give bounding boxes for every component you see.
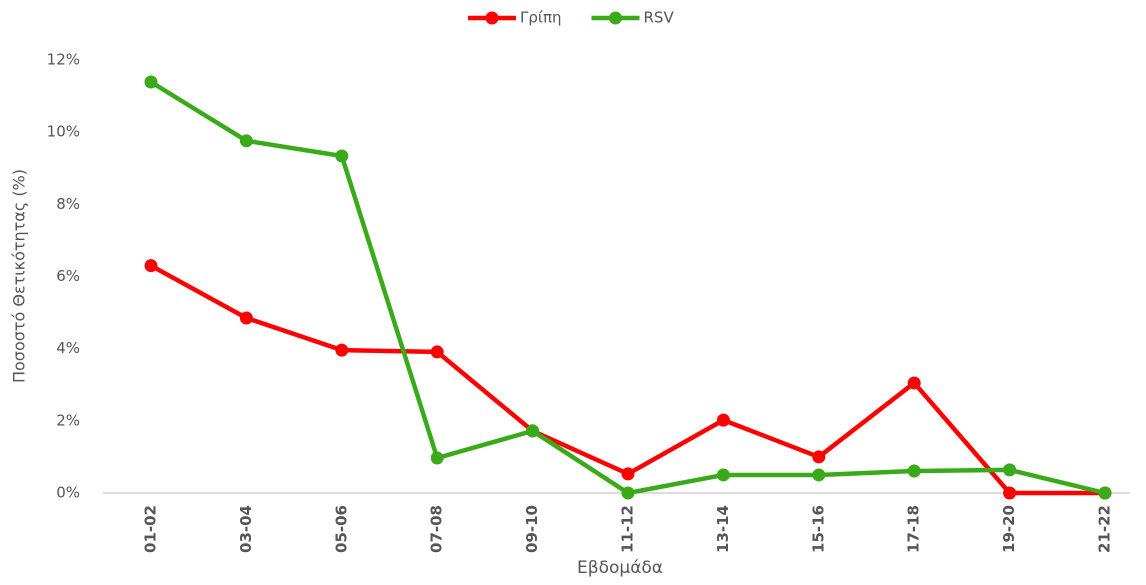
series-line <box>149 80 1106 496</box>
data-point <box>812 450 826 464</box>
y-axis-title: Ποσοστό Θετικότητας (%) <box>10 169 29 383</box>
y-tick-label: 12% <box>47 51 80 69</box>
data-point <box>1098 486 1112 500</box>
x-tick-label: 03-04 <box>237 505 255 553</box>
x-tick-label: 15-16 <box>809 505 827 553</box>
legend-label: RSV <box>644 9 675 27</box>
data-point <box>144 75 158 89</box>
x-axis-title: Εβδομάδα <box>577 558 663 578</box>
data-point <box>621 486 635 500</box>
y-tick-label: 2% <box>56 411 80 429</box>
y-tick-label: 10% <box>47 123 80 141</box>
data-point <box>621 467 635 481</box>
data-point <box>144 259 158 273</box>
data-point <box>1003 463 1017 477</box>
x-tick-label: 19-20 <box>1000 505 1018 553</box>
y-tick-label: 0% <box>56 484 80 502</box>
data-point <box>335 149 349 163</box>
x-tick-label: 01-02 <box>142 505 160 553</box>
data-point <box>812 468 826 482</box>
x-tick-label: 05-06 <box>332 505 350 553</box>
y-tick-label: 6% <box>56 267 80 285</box>
y-tick-label: 4% <box>56 339 80 357</box>
x-tick-label: 07-08 <box>428 505 446 553</box>
x-tick-label: 09-10 <box>523 505 541 553</box>
data-point <box>430 345 444 359</box>
x-tick-label: 17-18 <box>905 505 923 553</box>
data-point <box>335 343 349 357</box>
data-point <box>907 464 921 478</box>
data-point <box>526 424 540 438</box>
data-point <box>1003 486 1017 500</box>
data-point <box>907 376 921 390</box>
data-point <box>239 311 253 325</box>
x-tick-label: 13-14 <box>714 505 732 553</box>
legend-label: Γρίπη <box>520 9 562 27</box>
legend-marker <box>609 11 622 25</box>
y-tick-label: 8% <box>56 195 80 213</box>
x-tick-label: 11-12 <box>619 505 637 553</box>
data-point <box>239 134 253 148</box>
x-tick-label: 21-22 <box>1096 505 1114 553</box>
legend-marker <box>485 11 499 25</box>
data-point <box>430 451 444 465</box>
data-point <box>716 413 730 427</box>
series-line <box>149 263 1105 496</box>
data-point <box>716 468 730 482</box>
